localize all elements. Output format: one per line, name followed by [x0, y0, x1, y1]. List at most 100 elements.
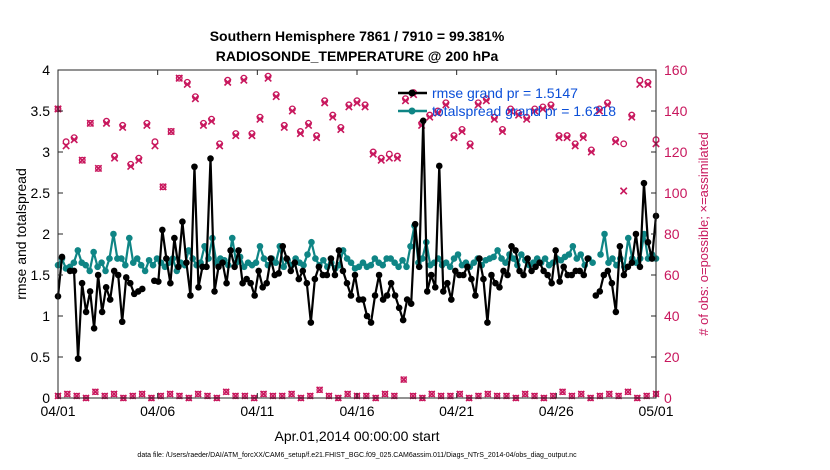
obs-possible-low-marker: [550, 392, 557, 400]
y2-tick-label: 60: [664, 267, 680, 283]
totalspread-point: [518, 251, 525, 258]
totalspread-point: [74, 247, 82, 254]
obs-assimilated-low-marker: [484, 390, 492, 398]
x-axis-label: Apr.01,2014 00:00:00 start: [274, 428, 439, 444]
y-tick-label: 2: [42, 226, 50, 242]
rmse-point: [58, 253, 66, 261]
rmse-point: [468, 275, 475, 283]
obs-assimilated-marker: [248, 131, 256, 140]
totalspread-point: [185, 247, 192, 254]
rmse-point: [243, 275, 250, 283]
x-tick-label: 04/26: [539, 403, 574, 419]
obs-possible-low-marker: [596, 392, 604, 400]
obs-assimilated-marker: [288, 107, 297, 115]
obs-assimilated-marker: [353, 99, 361, 107]
obs-possible-low-marker: [381, 390, 389, 398]
obs-assimilated-marker: [151, 142, 159, 150]
chart-title-line2: RADIOSONDE_TEMPERATURE @ 200 hPa: [216, 48, 499, 64]
obs-assimilated-low-marker: [91, 388, 99, 396]
obs-possible-low-marker: [129, 392, 136, 400]
obs-possible-low-marker: [166, 390, 174, 398]
rmse-point: [343, 279, 351, 287]
totalspread-point: [403, 263, 410, 271]
totalspread-point: [454, 251, 462, 258]
totalspread-point: [133, 255, 141, 262]
totalspread-point: [494, 247, 501, 254]
totalspread-point: [272, 259, 280, 267]
x-tick-label: 04/11: [240, 403, 274, 419]
obs-possible-marker: [151, 138, 159, 146]
obs-assimilated-marker: [240, 76, 248, 85]
rmse-point: [604, 267, 612, 275]
obs-assimilated-marker: [256, 115, 264, 123]
rmse-point: [347, 292, 355, 299]
y2-tick-label: 40: [664, 308, 680, 324]
obs-assimilated-low-marker: [222, 388, 230, 396]
rmse-point: [387, 279, 395, 287]
rmse-point: [235, 247, 242, 254]
totalspread-point: [90, 248, 97, 256]
x-tick-label: 04/16: [339, 403, 374, 419]
obs-possible-low-marker: [92, 388, 99, 396]
y2-tick-label: 120: [664, 144, 688, 160]
rmse-point: [600, 271, 608, 279]
obs-assimilated-marker: [595, 107, 604, 115]
totalspread-point: [502, 259, 509, 267]
rmse-point: [496, 284, 503, 291]
totalspread-point: [391, 259, 398, 267]
rmse-point: [460, 271, 467, 279]
obs-possible-low-marker: [606, 390, 613, 398]
rmse-point: [472, 292, 479, 299]
obs-assimilated-marker: [522, 115, 531, 123]
obs-assimilated-marker: [514, 111, 523, 119]
obs-possible-low-marker: [363, 392, 370, 400]
obs-possible-marker: [78, 156, 86, 164]
obs-assimilated-marker: [118, 123, 127, 132]
y-tick-label: 1.5: [31, 267, 51, 283]
rmse-point: [82, 308, 90, 316]
totalspread-point: [367, 261, 375, 269]
x-tick-label: 04/01: [40, 403, 75, 419]
rmse-point: [556, 278, 563, 285]
obs-possible-low-marker: [615, 392, 622, 400]
totalspread-point: [442, 259, 450, 267]
rmse-point: [452, 267, 459, 275]
obs-assimilated-marker: [272, 92, 280, 101]
obs-possible-low-marker: [484, 390, 492, 398]
rmse-point: [155, 278, 162, 285]
rmse-point: [628, 259, 636, 267]
obs-possible-low-marker: [531, 392, 538, 400]
obs-assimilated-marker: [547, 103, 555, 111]
legend-rmse-label: rmse grand pr = 1.5147: [432, 85, 578, 101]
totalspread-point: [343, 255, 351, 262]
totalspread-point: [129, 259, 137, 267]
y2-tick-label: 140: [664, 103, 688, 119]
obs-assimilated-marker: [345, 103, 353, 111]
y-tick-label: 1: [42, 308, 50, 324]
y2-tick-label: 160: [664, 62, 688, 78]
rmse-point: [395, 304, 403, 312]
rmse-point: [644, 238, 652, 246]
obs-assimilated-marker: [555, 133, 563, 142]
rmse-point: [231, 263, 238, 271]
totalspread-point: [145, 256, 153, 264]
obs-assimilated-marker: [175, 74, 183, 82]
obs-possible-marker: [175, 74, 183, 82]
obs-assimilated-marker: [644, 80, 652, 89]
rmse-point: [632, 230, 640, 238]
y-tick-label: 3: [42, 144, 50, 160]
rmse-point: [423, 288, 431, 295]
obs-assimilated-marker: [377, 156, 386, 164]
rmse-point: [435, 162, 443, 170]
obs-assimilated-low-marker: [166, 390, 174, 398]
obs-possible-low-marker: [64, 390, 71, 398]
rmse-point: [427, 271, 435, 279]
x-tick-label: 04/21: [439, 403, 474, 419]
obs-possible-low-marker: [325, 392, 333, 400]
rmse-point: [191, 163, 198, 171]
rmse-point: [464, 263, 471, 271]
totalspread-point: [118, 255, 125, 262]
obs-assimilated-marker: [425, 113, 434, 121]
rmse-point: [500, 267, 507, 275]
totalspread-point: [490, 253, 497, 261]
